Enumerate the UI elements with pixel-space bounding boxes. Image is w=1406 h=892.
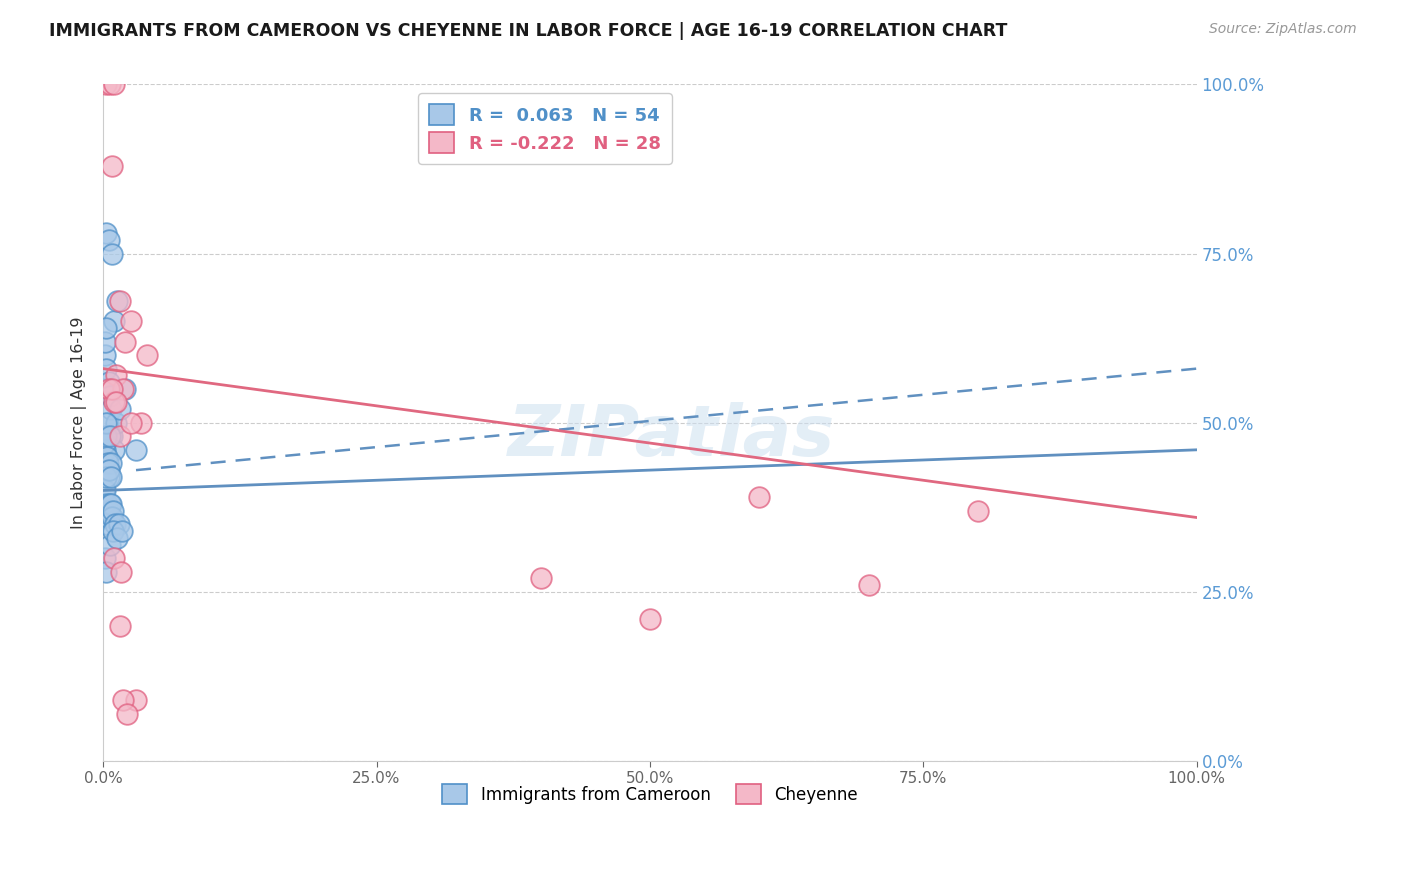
Point <box>96 78 118 92</box>
Point <box>94 321 117 335</box>
Point <box>94 470 117 484</box>
Point <box>101 504 124 518</box>
Point <box>101 429 124 443</box>
Point <box>101 159 124 173</box>
Point <box>108 293 131 308</box>
Point <box>114 334 136 349</box>
Point <box>858 578 880 592</box>
Point <box>529 571 551 585</box>
Point <box>101 524 124 538</box>
Point <box>120 314 142 328</box>
Point <box>97 416 120 430</box>
Point <box>111 524 134 538</box>
Point <box>97 463 120 477</box>
Point <box>94 334 117 349</box>
Point <box>117 706 139 721</box>
Point <box>96 497 118 511</box>
Point <box>94 483 117 498</box>
Point <box>97 456 120 470</box>
Point <box>98 537 121 551</box>
Point <box>125 442 148 457</box>
Point <box>93 456 115 470</box>
Point <box>105 395 128 409</box>
Point <box>101 246 124 260</box>
Point <box>107 531 129 545</box>
Point <box>108 619 131 633</box>
Point <box>96 361 118 376</box>
Point <box>131 416 153 430</box>
Point <box>125 693 148 707</box>
Point <box>103 442 125 457</box>
Point <box>98 78 121 92</box>
Point <box>94 551 117 566</box>
Point <box>103 551 125 566</box>
Point <box>108 402 131 417</box>
Point <box>748 490 770 504</box>
Point <box>111 693 134 707</box>
Point <box>100 497 122 511</box>
Point <box>104 517 127 532</box>
Point <box>967 504 990 518</box>
Point <box>94 442 117 457</box>
Point <box>100 470 122 484</box>
Point <box>93 483 115 498</box>
Point <box>103 78 125 92</box>
Point <box>96 416 118 430</box>
Point <box>94 348 117 362</box>
Point <box>101 382 124 396</box>
Point <box>96 565 118 579</box>
Point <box>107 517 129 532</box>
Point <box>94 429 117 443</box>
Point <box>97 382 120 396</box>
Point <box>111 382 134 396</box>
Point <box>96 517 118 532</box>
Point <box>136 348 159 362</box>
Point <box>103 314 125 328</box>
Point <box>97 470 120 484</box>
Point <box>98 497 121 511</box>
Legend: Immigrants from Cameroon, Cheyenne: Immigrants from Cameroon, Cheyenne <box>432 774 868 814</box>
Y-axis label: In Labor Force | Age 16-19: In Labor Force | Age 16-19 <box>72 317 87 529</box>
Point <box>108 429 131 443</box>
Point <box>97 510 120 524</box>
Point <box>96 450 118 464</box>
Point <box>120 416 142 430</box>
Point <box>96 227 118 241</box>
Point <box>96 382 118 396</box>
Text: ZIPatlas: ZIPatlas <box>508 401 835 471</box>
Point <box>100 456 122 470</box>
Point <box>107 293 129 308</box>
Point <box>98 389 121 403</box>
Point <box>101 510 124 524</box>
Point <box>94 436 117 450</box>
Text: IMMIGRANTS FROM CAMEROON VS CHEYENNE IN LABOR FORCE | AGE 16-19 CORRELATION CHAR: IMMIGRANTS FROM CAMEROON VS CHEYENNE IN … <box>49 22 1008 40</box>
Text: Source: ZipAtlas.com: Source: ZipAtlas.com <box>1209 22 1357 37</box>
Point <box>114 382 136 396</box>
Point <box>103 395 125 409</box>
Point <box>98 429 121 443</box>
Point <box>97 504 120 518</box>
Point <box>100 402 122 417</box>
Point <box>97 233 120 247</box>
Point <box>97 463 120 477</box>
Point <box>94 504 117 518</box>
Point <box>638 612 661 626</box>
Point <box>93 497 115 511</box>
Point <box>97 375 120 389</box>
Point <box>105 416 128 430</box>
Point <box>110 565 132 579</box>
Point <box>105 368 128 383</box>
